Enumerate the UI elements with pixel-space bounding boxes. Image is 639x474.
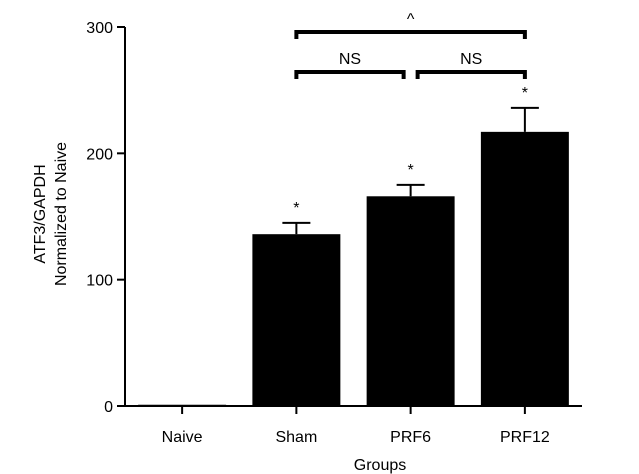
- significance-star-prf12: *: [522, 85, 528, 102]
- x-tick-label-naive: Naive: [162, 429, 203, 446]
- x-tick-labels-group: Naive Sham PRF6 PRF12: [162, 406, 550, 446]
- y-tick-label: 100: [86, 273, 113, 290]
- comparison-label: NS: [460, 51, 482, 68]
- x-tick-label-prf12: PRF12: [500, 429, 550, 446]
- y-ticks-group: 0 100 200 300: [86, 20, 125, 416]
- comparison-brackets-group: NS NS ^: [294, 11, 527, 79]
- x-tick-label-sham: Sham: [275, 429, 317, 446]
- significance-stars-group: * * *: [293, 85, 528, 217]
- comparison-bracket: [415, 70, 527, 79]
- bar-prf6: [366, 196, 455, 406]
- y-axis-title-line2: Normalized to Naive: [53, 142, 70, 286]
- comparison-bracket: [294, 70, 406, 79]
- y-tick-label: 0: [104, 399, 113, 416]
- comparison-bracket: [294, 30, 527, 39]
- y-tick-label: 300: [86, 20, 113, 37]
- significance-star-sham: *: [293, 200, 299, 217]
- bars-group: [138, 131, 569, 407]
- significance-star-prf6: *: [408, 162, 414, 179]
- x-axis-title: Groups: [354, 457, 406, 474]
- error-bars-group: [282, 106, 539, 235]
- comparison-label: NS: [339, 51, 361, 68]
- bar-sham: [252, 234, 341, 406]
- y-axis-title-line1: ATF3/GAPDH: [32, 164, 49, 263]
- y-tick-label: 200: [86, 146, 113, 163]
- bar-prf12: [480, 131, 569, 406]
- axes-group: [124, 27, 582, 407]
- x-tick-label-prf6: PRF6: [390, 429, 431, 446]
- comparison-label: ^: [407, 11, 415, 28]
